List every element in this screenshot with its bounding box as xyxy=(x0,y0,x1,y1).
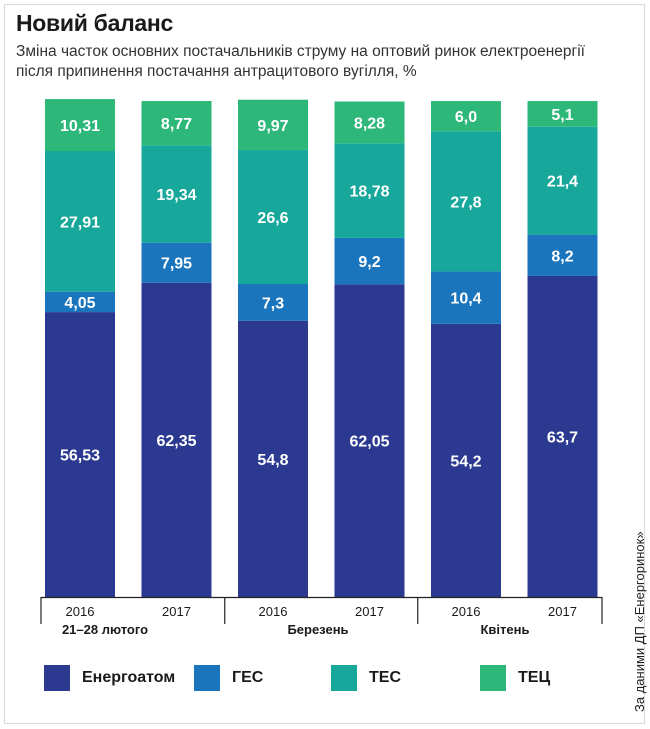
legend-swatch xyxy=(480,665,506,691)
x-tick-label-5: 2017 xyxy=(548,604,577,619)
bar-тес-3 xyxy=(334,143,405,238)
data-label-тец-4: 6,0 xyxy=(455,109,477,126)
data-label-тец-3: 8,28 xyxy=(354,115,385,132)
legend-label: ГЕС xyxy=(232,669,264,686)
bar-енергоатом-5 xyxy=(527,275,598,597)
data-label-тес-4: 27,8 xyxy=(450,194,481,211)
data-label-гес-0: 4,05 xyxy=(64,295,95,312)
data-label-енергоатом-2: 54,8 xyxy=(257,452,288,469)
x-tick-label-3: 2017 xyxy=(355,604,384,619)
bar-тес-1 xyxy=(141,145,212,243)
legend-label: ТЕС xyxy=(369,669,401,686)
bar-тец-5 xyxy=(527,101,598,127)
bar-тес-0 xyxy=(45,151,115,292)
group-label-0: 21–28 лютого xyxy=(62,622,148,637)
data-label-гес-4: 10,4 xyxy=(450,291,481,308)
chart-frame xyxy=(4,4,645,724)
bar-тец-3 xyxy=(334,101,405,144)
data-label-тец-1: 8,77 xyxy=(161,116,192,133)
data-label-тес-1: 19,34 xyxy=(156,187,196,204)
bar-гес-1 xyxy=(141,242,212,283)
data-label-тец-0: 10,31 xyxy=(60,118,100,135)
legend-label: Енергоатом xyxy=(82,669,176,686)
legend-item-гес: ГЕС xyxy=(194,665,263,691)
legend-swatch xyxy=(44,665,70,691)
bar-гес-3 xyxy=(334,237,405,285)
legend-swatch xyxy=(194,665,220,691)
chart-subtitle: Зміна часток основних постачальників стр… xyxy=(16,43,585,80)
bar-тец-4 xyxy=(431,101,501,132)
data-label-тец-5: 5,1 xyxy=(551,107,573,124)
x-tick-label-1: 2017 xyxy=(162,604,191,619)
bar-енергоатом-1 xyxy=(141,282,212,597)
group-label-2: Квітень xyxy=(481,622,530,637)
data-label-енергоатом-3: 62,05 xyxy=(349,434,389,451)
bar-тец-0 xyxy=(45,99,115,152)
bar-енергоатом-2 xyxy=(238,320,308,597)
bar-тец-1 xyxy=(141,101,212,146)
legend-item-тец: ТЕЦ xyxy=(480,665,550,691)
data-label-гес-3: 9,2 xyxy=(358,254,380,271)
data-label-тес-3: 18,78 xyxy=(349,184,389,201)
group-label-1: Березень xyxy=(287,622,348,637)
data-label-тес-2: 26,6 xyxy=(257,210,288,227)
data-label-тец-2: 9,97 xyxy=(257,118,288,135)
bar-гес-0 xyxy=(45,291,115,313)
data-label-енергоатом-4: 54,2 xyxy=(450,453,481,470)
data-label-тес-5: 21,4 xyxy=(547,174,578,191)
data-label-гес-1: 7,95 xyxy=(161,256,192,273)
bar-гес-2 xyxy=(238,284,308,321)
x-tick-label-4: 2016 xyxy=(452,604,481,619)
chart-legend: Енергоатом ГЕС ТЕС ТЕЦ xyxy=(44,665,604,695)
data-label-енергоатом-0: 56,53 xyxy=(60,448,100,465)
bar-енергоатом-4 xyxy=(431,323,501,597)
legend-swatch xyxy=(331,665,357,691)
bar-гес-5 xyxy=(527,234,598,276)
data-label-тес-0: 27,91 xyxy=(60,214,100,231)
legend-label: ТЕЦ xyxy=(518,669,551,686)
bar-гес-4 xyxy=(431,271,501,324)
x-tick-label-2: 2016 xyxy=(259,604,288,619)
legend-item-тес: ТЕС xyxy=(331,665,401,691)
data-label-гес-2: 7,3 xyxy=(262,295,284,312)
bar-тес-4 xyxy=(431,131,501,272)
x-tick-label-0: 2016 xyxy=(66,604,95,619)
bar-тес-2 xyxy=(238,149,308,285)
bar-енергоатом-0 xyxy=(45,312,115,597)
bar-тец-2 xyxy=(238,99,308,150)
bar-енергоатом-3 xyxy=(334,284,405,597)
chart-title: Новий баланс xyxy=(16,10,173,36)
legend-item-енергоатом: Енергоатом xyxy=(44,665,175,691)
bar-тес-5 xyxy=(527,126,598,235)
data-label-енергоатом-5: 63,7 xyxy=(547,429,578,446)
data-label-гес-5: 8,2 xyxy=(551,248,573,265)
data-label-енергоатом-1: 62,35 xyxy=(156,433,196,450)
